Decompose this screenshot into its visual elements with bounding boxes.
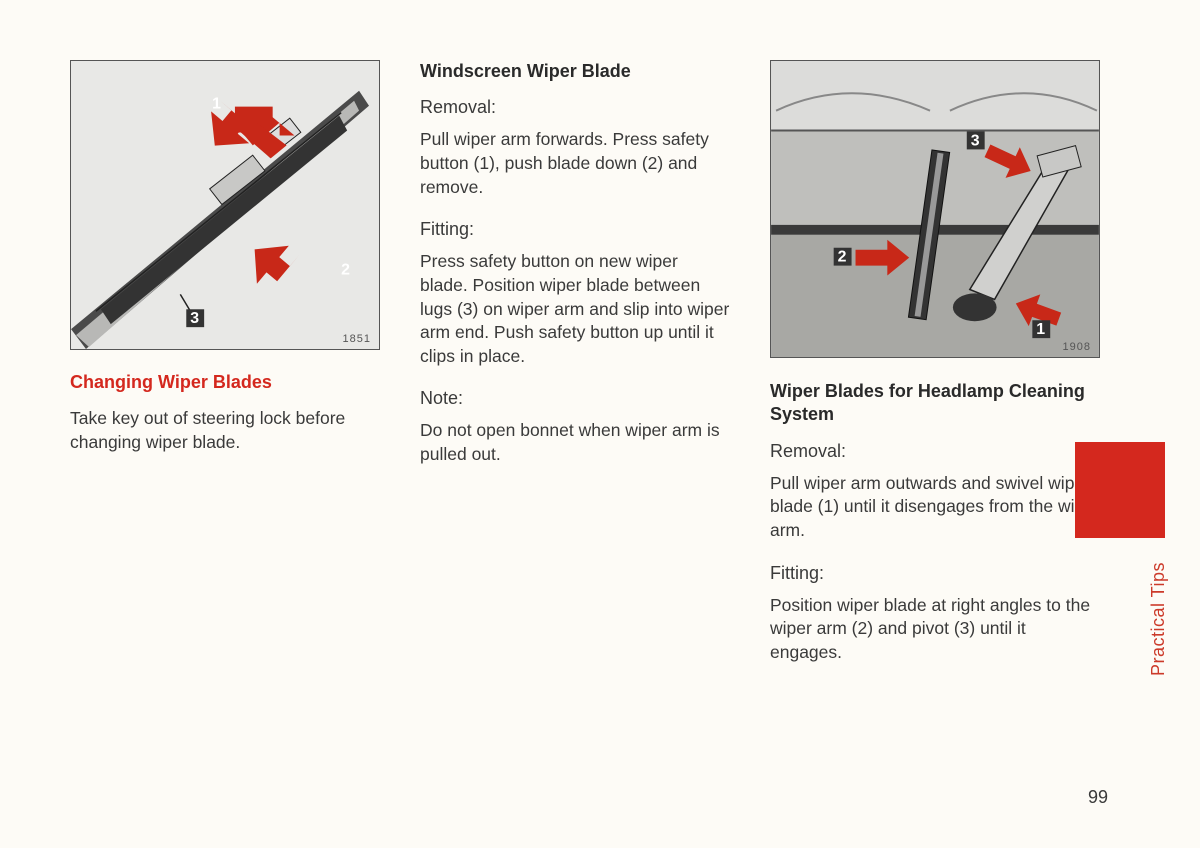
figure-number-1: 1851 [343,333,371,345]
column-1: 1 2 3 1851 Changing Wiper Blades Take ke… [70,60,380,685]
diagram-2: 3 2 1 [771,61,1099,357]
figure-headlamp-wiper: 3 2 1 1908 [770,60,1100,358]
callout-1b: 1 [1036,321,1045,338]
sub-fitting-1: Fitting: [420,219,730,240]
text-removal-2: Pull wiper arm outwards and swivel wiper… [770,472,1100,543]
text-removal-1: Pull wiper arm forwards. Press safety bu… [420,128,730,199]
callout-2b: 2 [838,249,847,266]
callout-3: 3 [190,310,199,327]
column-2: Windscreen Wiper Blade Removal: Pull wip… [420,60,730,685]
page-number: 99 [1088,787,1108,808]
column-3: 3 2 1 1908 Wiper Blades for Headlamp Cle… [770,60,1100,685]
section-label: Practical Tips [1148,562,1169,676]
sub-fitting-2: Fitting: [770,563,1100,584]
text-key-removal: Take key out of steering lock before cha… [70,407,380,454]
heading-headlamp-wiper: Wiper Blades for Headlamp Cleaning Syste… [770,380,1100,427]
sub-note: Note: [420,388,730,409]
sub-removal-1: Removal: [420,97,730,118]
text-fitting-2: Position wiper blade at right angles to … [770,594,1100,665]
section-tab [1075,442,1165,538]
manual-page: 1 2 3 1851 Changing Wiper Blades Take ke… [0,0,1200,725]
text-note: Do not open bonnet when wiper arm is pul… [420,419,730,466]
heading-changing-blades: Changing Wiper Blades [70,372,380,393]
figure-wiper-blade: 1 2 3 1851 [70,60,380,350]
callout-2: 2 [341,262,350,279]
sub-removal-2: Removal: [770,441,1100,462]
callout-1: 1 [212,96,221,113]
callout-3b: 3 [971,132,980,149]
figure-number-2: 1908 [1063,341,1091,353]
heading-windscreen: Windscreen Wiper Blade [420,60,730,83]
text-fitting-1: Press safety button on new wiper blade. … [420,250,730,368]
diagram-1: 1 2 3 [71,61,379,349]
